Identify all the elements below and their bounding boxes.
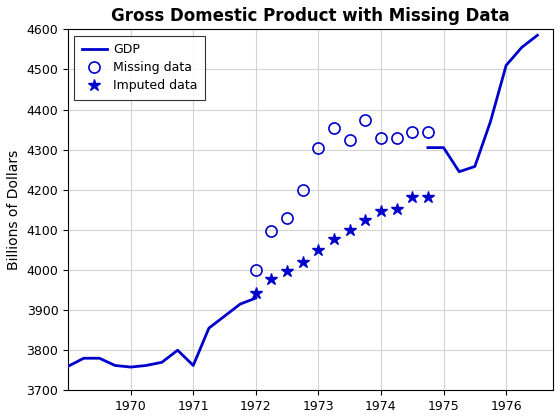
Missing data [346, 137, 353, 142]
GDP [190, 363, 197, 368]
Imputed data [424, 194, 431, 199]
GDP [81, 356, 87, 361]
Missing data [377, 135, 384, 140]
Imputed data [253, 290, 259, 295]
Imputed data [393, 206, 400, 211]
Missing data [315, 145, 322, 150]
GDP [158, 360, 165, 365]
GDP [96, 356, 102, 361]
GDP [65, 364, 72, 369]
Line: Missing data: Missing data [250, 114, 433, 276]
Missing data [362, 117, 368, 122]
GDP [111, 363, 118, 368]
Imputed data [300, 260, 306, 265]
Missing data [409, 129, 416, 134]
GDP [127, 365, 134, 370]
Imputed data [362, 217, 368, 222]
Missing data [424, 129, 431, 134]
Y-axis label: Billions of Dollars: Billions of Dollars [7, 150, 21, 270]
Missing data [253, 268, 259, 273]
Missing data [300, 187, 306, 192]
Imputed data [331, 236, 338, 241]
Line: Imputed data: Imputed data [250, 190, 434, 299]
Missing data [268, 228, 275, 234]
Missing data [331, 125, 338, 130]
GDP [206, 326, 212, 331]
Title: Gross Domestic Product with Missing Data: Gross Domestic Product with Missing Data [111, 7, 510, 25]
Legend: GDP, Missing data, Imputed data: GDP, Missing data, Imputed data [74, 36, 205, 100]
Imputed data [284, 268, 291, 273]
GDP [221, 314, 228, 319]
GDP [237, 302, 244, 307]
Imputed data [377, 208, 384, 213]
Missing data [284, 215, 291, 220]
Imputed data [268, 276, 275, 281]
Imputed data [346, 227, 353, 232]
Imputed data [409, 194, 416, 199]
GDP [143, 363, 150, 368]
Imputed data [315, 247, 322, 252]
GDP [253, 296, 259, 301]
GDP [174, 348, 181, 353]
Missing data [393, 135, 400, 140]
Line: GDP: GDP [68, 298, 256, 367]
